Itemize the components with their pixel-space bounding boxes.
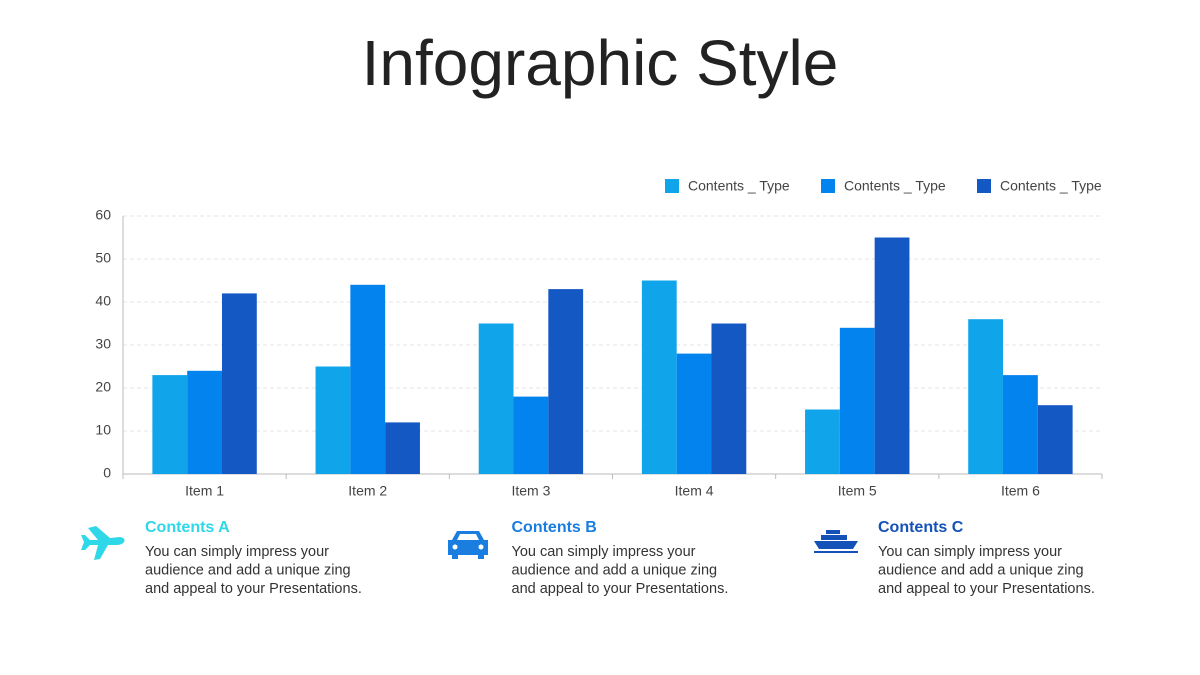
y-tick-label: 60 — [95, 207, 111, 223]
y-tick-label: 40 — [95, 293, 111, 309]
bar — [641, 280, 677, 474]
feature-title: Contents A — [145, 519, 230, 536]
y-tick-label: 50 — [95, 250, 111, 266]
legend-label: Contents _ Type — [1000, 178, 1102, 194]
bar — [187, 370, 222, 474]
icon-car — [448, 531, 488, 559]
legend-swatch — [665, 179, 679, 193]
bar — [711, 323, 747, 474]
bar — [152, 375, 188, 474]
legend-swatch — [821, 179, 835, 193]
x-tick-label: Item 6 — [1001, 483, 1040, 499]
bar — [676, 353, 712, 474]
feature-title: Contents B — [512, 519, 597, 536]
bar — [968, 319, 1004, 474]
bar — [513, 396, 549, 474]
y-tick-label: 10 — [95, 422, 111, 438]
bar — [478, 323, 514, 474]
bar — [315, 366, 351, 474]
x-tick-label: Item 2 — [348, 483, 387, 499]
bar — [805, 409, 840, 474]
x-tick-label: Item 1 — [185, 483, 224, 499]
bar — [350, 284, 386, 474]
icon-plane — [81, 526, 125, 560]
feature-text: and appeal to your Presentations. — [512, 581, 729, 597]
x-tick-label: Item 5 — [838, 483, 877, 499]
feature-text: audience and add a unique zing — [145, 562, 351, 578]
x-tick-label: Item 4 — [675, 483, 714, 499]
chart-title: Infographic Style — [362, 27, 839, 99]
feature-text: You can simply impress your — [512, 544, 696, 560]
legend-swatch — [977, 179, 991, 193]
feature-text: You can simply impress your — [145, 544, 329, 560]
bar — [548, 289, 584, 474]
bar — [1003, 375, 1038, 474]
legend-label: Contents _ Type — [844, 178, 946, 194]
y-tick-label: 0 — [103, 465, 111, 481]
bar — [874, 237, 910, 474]
y-tick-label: 30 — [95, 336, 111, 352]
y-tick-label: 20 — [95, 379, 111, 395]
feature-text: audience and add a unique zing — [878, 562, 1084, 578]
icon-ship — [814, 530, 858, 553]
feature-text: audience and add a unique zing — [512, 562, 718, 578]
bar — [221, 293, 257, 474]
x-tick-label: Item 3 — [511, 483, 550, 499]
bar — [385, 422, 420, 474]
feature-title: Contents C — [878, 519, 964, 536]
legend-label: Contents _ Type — [688, 178, 790, 194]
bar — [1037, 405, 1073, 474]
feature-text: and appeal to your Presentations. — [878, 581, 1095, 597]
feature-text: and appeal to your Presentations. — [145, 581, 362, 597]
feature-text: You can simply impress your — [878, 544, 1062, 560]
bar — [839, 327, 875, 474]
